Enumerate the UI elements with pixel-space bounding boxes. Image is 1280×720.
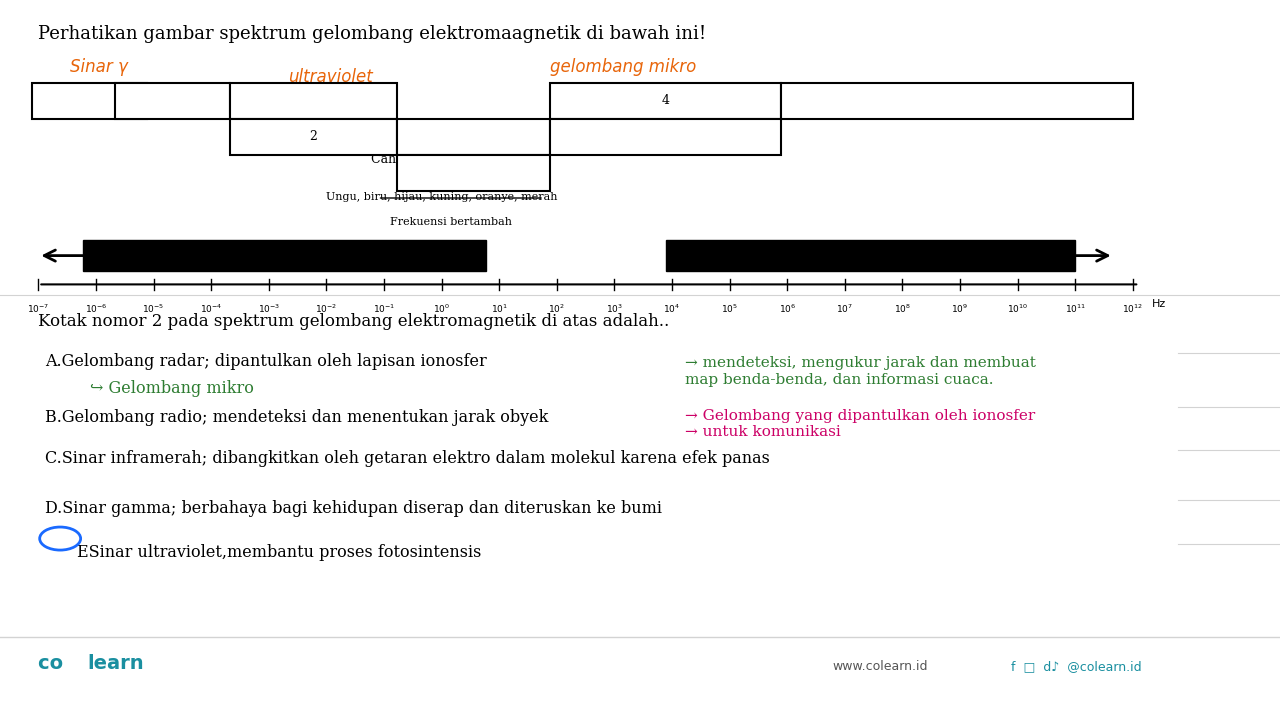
- Text: Sinar X: Sinar X: [166, 86, 214, 99]
- Text: Gelombang radio dan TV: Gelombang radio dan TV: [870, 86, 1029, 99]
- Text: $10^{2}$: $10^{2}$: [548, 302, 566, 315]
- Text: A.Gelombang radar; dipantulkan oleh lapisan ionosfer: A.Gelombang radar; dipantulkan oleh lapi…: [45, 353, 486, 370]
- Text: $10^{-6}$: $10^{-6}$: [84, 302, 108, 315]
- Text: $10^{-5}$: $10^{-5}$: [142, 302, 165, 315]
- Bar: [781, 83, 1133, 119]
- Text: Kotak nomor 2 pada spektrum gelombang elektromagnetik di atas adalah..: Kotak nomor 2 pada spektrum gelombang el…: [38, 313, 669, 330]
- Text: learn: learn: [87, 654, 143, 673]
- Text: f  □  d♪  @colearn.id: f □ d♪ @colearn.id: [1011, 660, 1142, 673]
- Text: $10^{7}$: $10^{7}$: [836, 302, 854, 315]
- Text: Ungu, biru, hijau, kuning, oranye, merah: Ungu, biru, hijau, kuning, oranye, merah: [326, 192, 558, 202]
- Bar: [115, 83, 230, 119]
- Text: $10^{-3}$: $10^{-3}$: [257, 302, 280, 315]
- Text: D.Sinar gamma; berbahaya bagi kehidupan diserap dan diteruskan ke bumi: D.Sinar gamma; berbahaya bagi kehidupan …: [45, 500, 662, 518]
- Text: $10^{6}$: $10^{6}$: [778, 302, 796, 315]
- Bar: [32, 83, 147, 119]
- Bar: [550, 119, 781, 155]
- Text: ESinar ultraviolet,membantu proses fotosintensis: ESinar ultraviolet,membantu proses fotos…: [77, 544, 481, 561]
- Text: Sinar γ: Sinar γ: [70, 58, 128, 76]
- Text: $10^{-7}$: $10^{-7}$: [27, 302, 50, 315]
- Text: $10^{8}$: $10^{8}$: [893, 302, 911, 315]
- Text: $10^{-2}$: $10^{-2}$: [315, 302, 338, 315]
- Text: $10^{1}$: $10^{1}$: [490, 302, 508, 315]
- Text: $10^{9}$: $10^{9}$: [951, 302, 969, 315]
- Text: Perhatikan gambar spektrum gelombang elektromaagnetik di bawah ini!: Perhatikan gambar spektrum gelombang ele…: [38, 25, 707, 43]
- Text: $10^{10}$: $10^{10}$: [1007, 302, 1028, 315]
- Text: → Gelombang yang dipantulkan oleh ionosfer
→ untuk komunikasi: → Gelombang yang dipantulkan oleh ionosf…: [685, 409, 1036, 439]
- Text: $10^{-4}$: $10^{-4}$: [200, 302, 223, 315]
- Bar: [230, 119, 397, 155]
- Text: $10^{12}$: $10^{12}$: [1123, 302, 1143, 315]
- Bar: [550, 83, 781, 119]
- Text: 4: 4: [662, 94, 669, 107]
- Text: C.Sinar inframerah; dibangkitkan oleh getaran elektro dalam molekul karena efek : C.Sinar inframerah; dibangkitkan oleh ge…: [45, 450, 769, 467]
- Bar: [397, 119, 550, 155]
- Text: $10^{0}$: $10^{0}$: [433, 302, 451, 315]
- Bar: [83, 240, 486, 271]
- Text: $10^{11}$: $10^{11}$: [1065, 302, 1085, 315]
- Text: ultraviolet: ultraviolet: [288, 68, 372, 86]
- Text: $10^{-1}$: $10^{-1}$: [372, 302, 396, 315]
- Bar: [397, 155, 550, 191]
- Text: ↪ Gelombang mikro: ↪ Gelombang mikro: [90, 380, 253, 397]
- Text: $10^{5}$: $10^{5}$: [721, 302, 739, 315]
- Text: Inframerah: Inframerah: [390, 130, 483, 148]
- Bar: [230, 83, 397, 119]
- Text: co: co: [38, 654, 70, 673]
- Text: B.Gelombang radio; mendeteksi dan menentukan jarak obyek: B.Gelombang radio; mendeteksi dan menent…: [45, 409, 548, 426]
- Text: $10^{3}$: $10^{3}$: [605, 302, 623, 315]
- Text: www.colearn.id: www.colearn.id: [832, 660, 928, 673]
- Text: Hz: Hz: [1152, 299, 1166, 309]
- Text: gelombang mikro: gelombang mikro: [550, 58, 696, 76]
- Text: → mendeteksi, mengukur jarak dan membuat
map benda-benda, dan informasi cuaca.: → mendeteksi, mengukur jarak dan membuat…: [685, 356, 1036, 387]
- Bar: [666, 240, 1075, 271]
- Text: $10^{4}$: $10^{4}$: [663, 302, 681, 315]
- Text: Cahaya tampak: Cahaya tampak: [371, 153, 470, 166]
- Text: 2: 2: [310, 130, 317, 143]
- Text: Frekuensi bertambah: Frekuensi bertambah: [390, 217, 512, 227]
